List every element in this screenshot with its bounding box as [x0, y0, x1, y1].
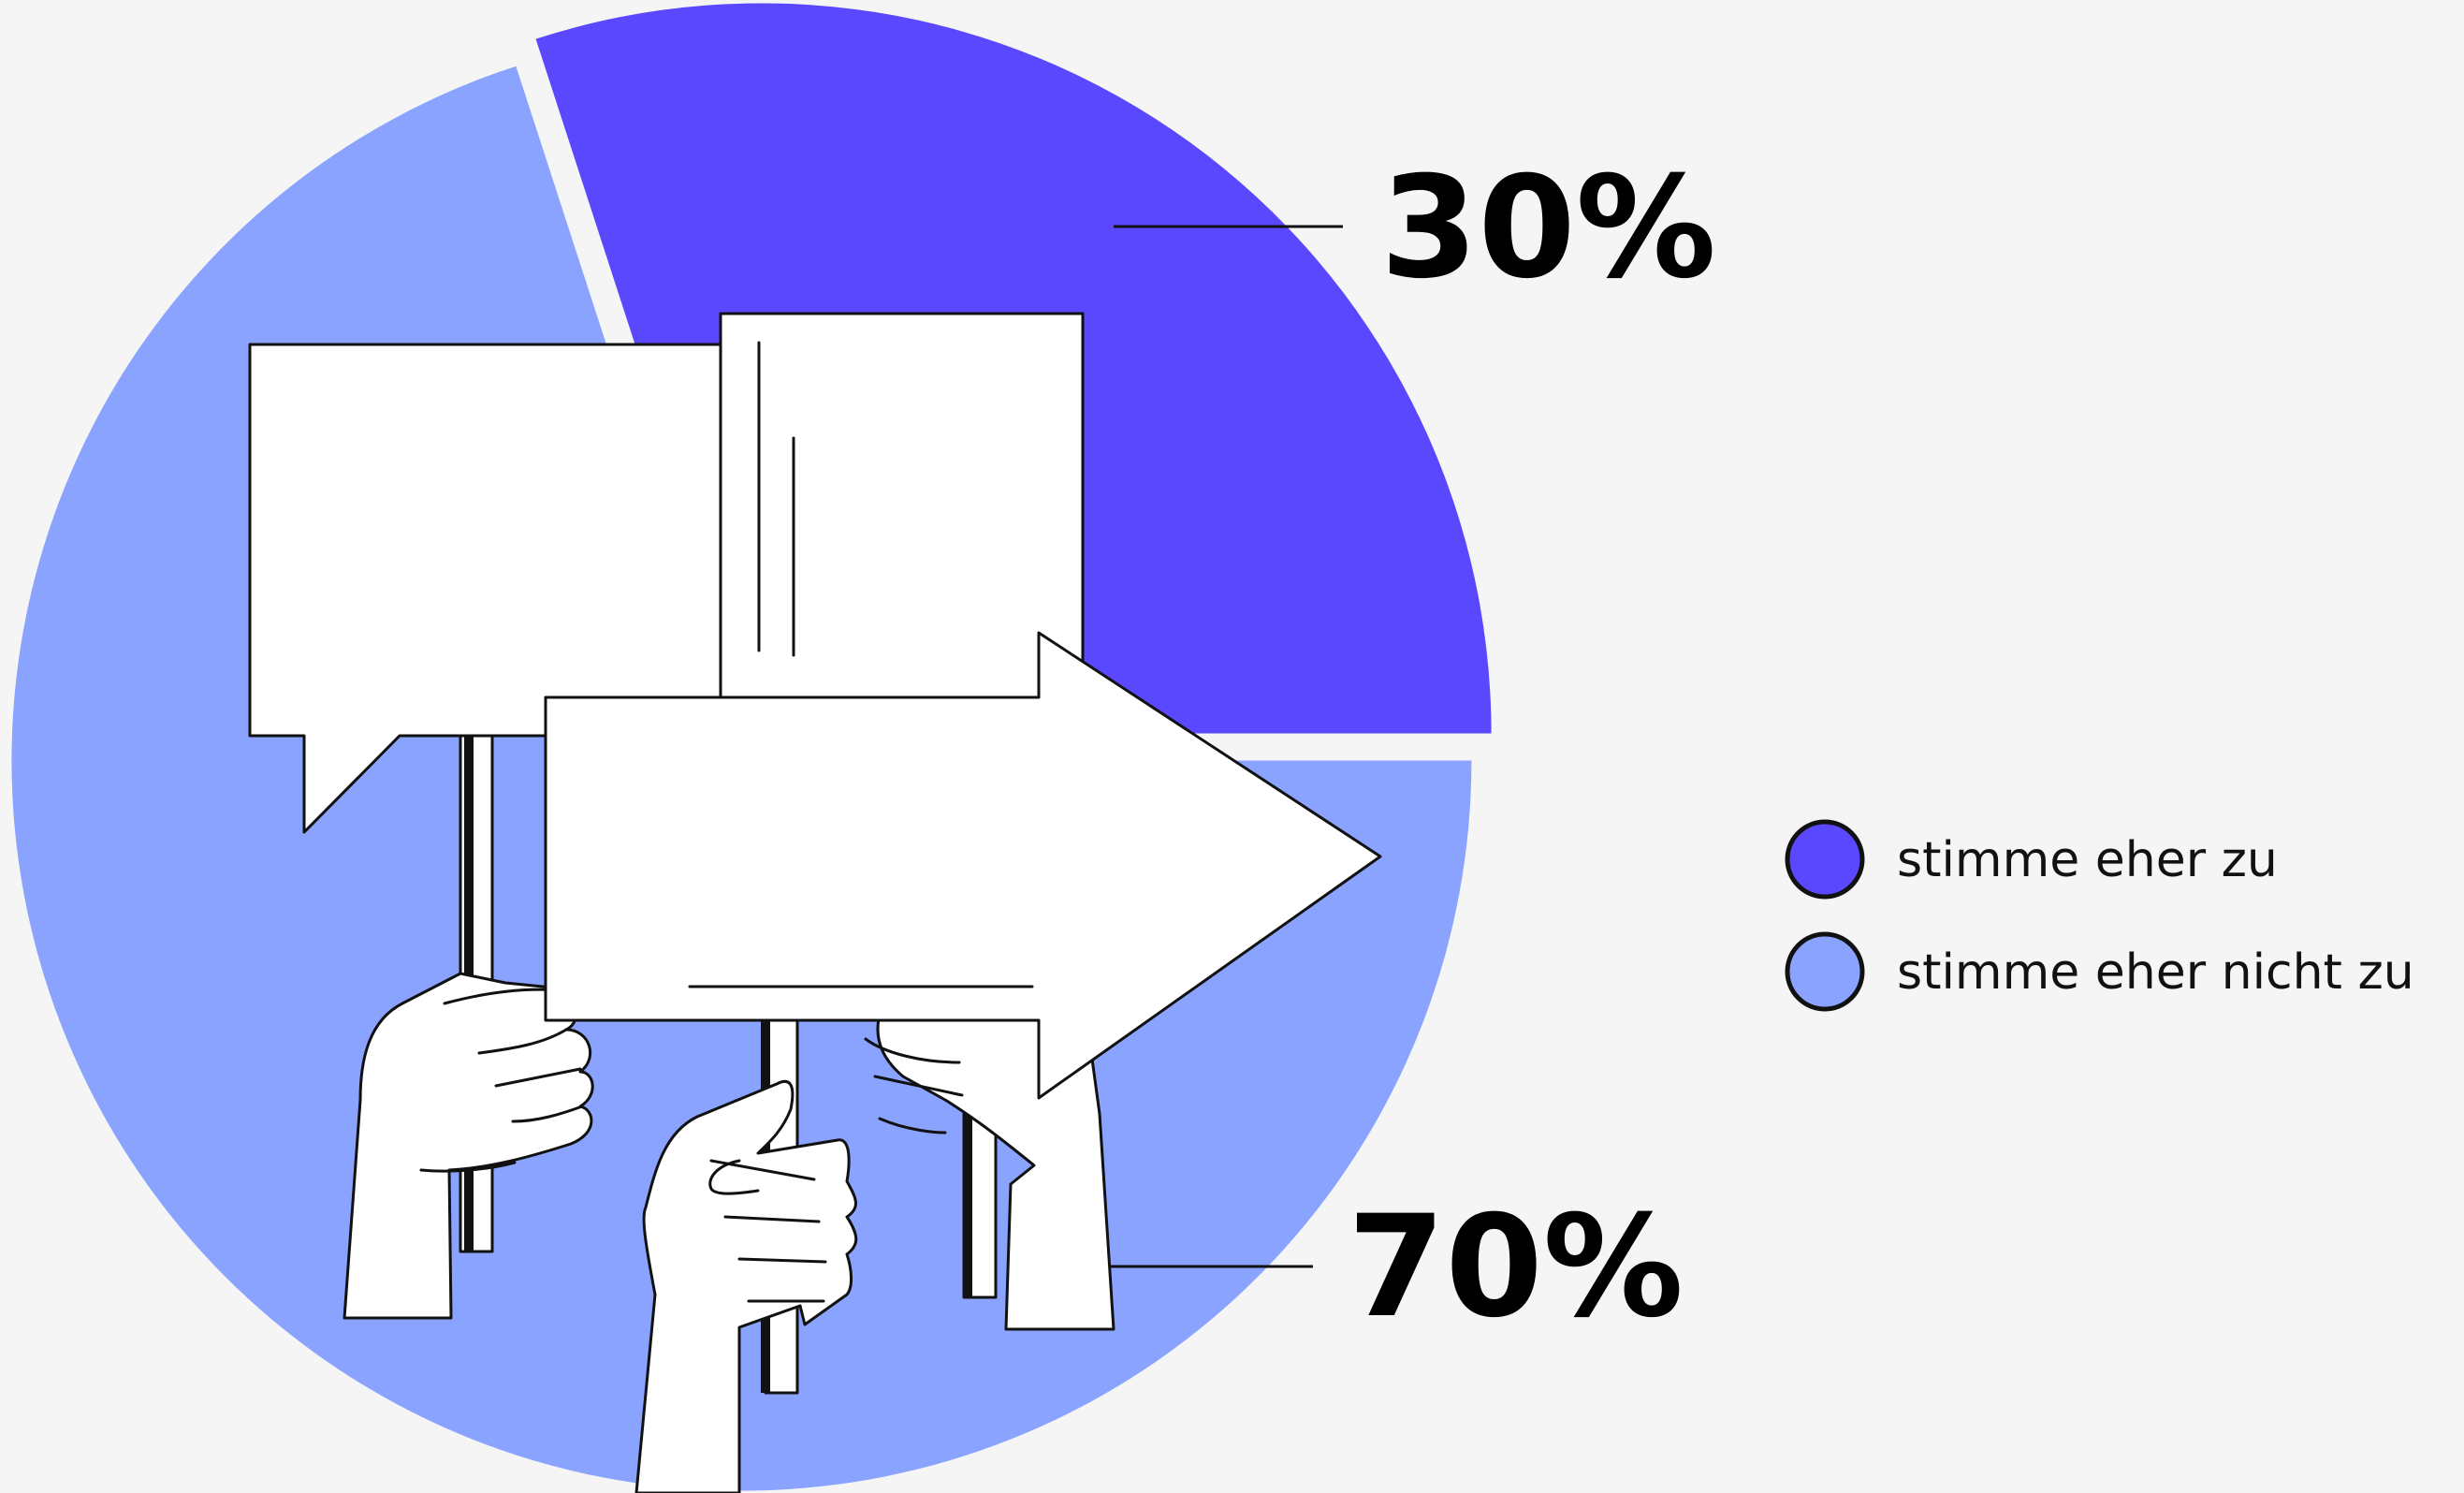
- hand-right-finger-2: [873, 1075, 964, 1097]
- slice-label-30: 30%: [1380, 147, 1716, 310]
- hand-left-finger-2: [477, 1028, 568, 1055]
- hand-middle-finger-3: [737, 1257, 827, 1264]
- legend-swatch-disagree: [1785, 931, 1865, 1012]
- legend-swatch-agree: [1785, 819, 1865, 900]
- hand-left-finger-3: [494, 1067, 582, 1088]
- protest-signs-illustration: [248, 312, 1382, 1493]
- hand-right-finger-3: [878, 1117, 947, 1134]
- legend-label-disagree: stimme eher nicht zu: [1897, 944, 2414, 1001]
- hand-left-finger-5: [419, 1161, 517, 1173]
- legend-label-agree: stimme eher zu: [1897, 832, 2278, 888]
- legend: stimme eher zu stimme eher nicht zu: [1785, 819, 2414, 1012]
- arrow-sign: [544, 631, 1382, 1100]
- slice-label-70: 70%: [1348, 1186, 1684, 1349]
- rectangle-sign: [719, 312, 1085, 709]
- hand-middle-finger-2: [723, 1215, 821, 1223]
- hand-right-finger-1: [864, 1037, 961, 1064]
- sign-pole-right-shadow: [964, 1011, 972, 1297]
- hand-left-finger-4: [511, 1105, 584, 1123]
- hand-middle-knuckle: [708, 1159, 760, 1195]
- hand-middle: [634, 1079, 858, 1493]
